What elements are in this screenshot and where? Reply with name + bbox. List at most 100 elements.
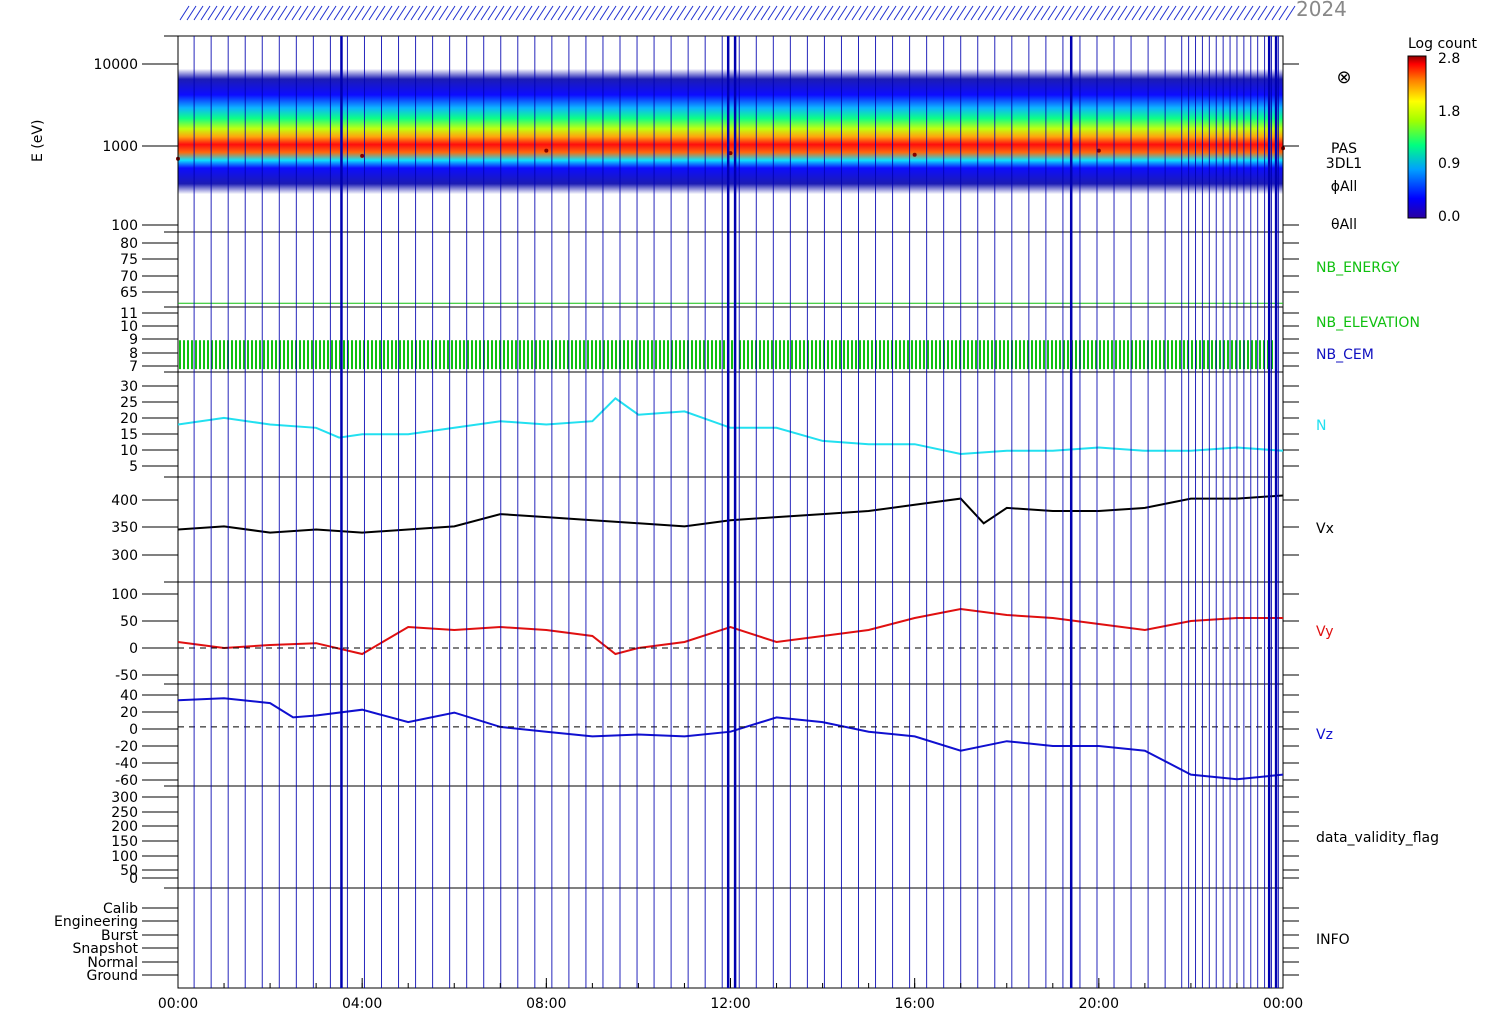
- hatch-stroke: [242, 5, 253, 21]
- hatch-stroke: [466, 5, 477, 21]
- spectrogram-heatmap: [176, 68, 1285, 200]
- hatch-stroke: [767, 5, 778, 21]
- hatch-stroke: [795, 5, 806, 21]
- colorbar-tick-max: 2.8: [1438, 51, 1460, 67]
- hatch-stroke: [788, 5, 799, 21]
- density-line: [178, 396, 1283, 456]
- hatch-stroke: [1124, 5, 1135, 21]
- hatch-stroke: [249, 5, 260, 21]
- hatch-stroke: [1145, 5, 1156, 21]
- hatch-stroke: [816, 5, 827, 21]
- series-label: INFO: [1316, 932, 1350, 948]
- hatch-stroke: [445, 5, 456, 21]
- hatch-stroke: [809, 5, 820, 21]
- hatch-stroke: [529, 5, 540, 21]
- spectrogram-band: [178, 68, 1283, 200]
- spectrogram-side-label: ϕAll: [1331, 179, 1358, 195]
- y-tick-label: 0: [129, 641, 138, 657]
- y-axis-ticks: 1000010001008075706511109873025201510540…: [54, 57, 1299, 984]
- hatch-stroke: [956, 5, 967, 21]
- colorbar-tick-mid: 0.9: [1438, 156, 1460, 172]
- hatch-stroke: [200, 5, 211, 21]
- hatch-stroke: [361, 5, 372, 21]
- hatch-stroke: [970, 5, 981, 21]
- series-label: Vy: [1316, 624, 1334, 640]
- hatch-stroke: [403, 5, 414, 21]
- hatch-stroke: [613, 5, 624, 21]
- hatch-stroke: [235, 5, 246, 21]
- hatch-stroke: [494, 5, 505, 21]
- spectrogram-peak-point: [728, 151, 733, 156]
- hatch-stroke: [1033, 5, 1044, 21]
- hatch-stroke: [851, 5, 862, 21]
- hatch-stroke: [704, 5, 715, 21]
- y-tick-label: 400: [111, 493, 138, 509]
- y-tick-label: 11: [120, 306, 138, 322]
- time-tick-label: 08:00: [526, 996, 566, 1012]
- time-tick-label: 00:00: [158, 996, 198, 1012]
- hatch-stroke: [641, 5, 652, 21]
- time-tick-label: 12:00: [710, 996, 750, 1012]
- hatch-stroke: [508, 5, 519, 21]
- series-label: NB_ENERGY: [1316, 260, 1400, 276]
- hatch-stroke: [977, 5, 988, 21]
- hatch-stroke: [571, 5, 582, 21]
- panel-frame: [177, 231, 1284, 308]
- spectrogram-peak-point: [360, 153, 365, 158]
- vy-line: [178, 607, 1283, 656]
- hatch-stroke: [438, 5, 449, 21]
- hatch-stroke: [1194, 5, 1205, 21]
- series-label: data_validity_flag: [1316, 830, 1439, 846]
- series-label: NB_ELEVATION: [1316, 315, 1420, 331]
- hatch-stroke: [375, 5, 386, 21]
- hatch-stroke: [368, 5, 379, 21]
- hatch-stroke: [718, 5, 729, 21]
- time-tick-label: 20:00: [1079, 996, 1119, 1012]
- hatch-stroke: [382, 5, 393, 21]
- hatch-stroke: [459, 5, 470, 21]
- y-tick-label: 8: [129, 346, 138, 362]
- hatch-stroke: [697, 5, 708, 21]
- hatch-stroke: [935, 5, 946, 21]
- hatch-stroke: [1026, 5, 1037, 21]
- hatch-stroke: [1117, 5, 1128, 21]
- y-tick-label: 100: [111, 587, 138, 603]
- hatch-stroke: [1089, 5, 1100, 21]
- y-tick-label: 7: [129, 359, 138, 375]
- hatch-stroke: [431, 5, 442, 21]
- hatch-stroke: [802, 5, 813, 21]
- hatch-stroke: [907, 5, 918, 21]
- hatch-stroke: [1047, 5, 1058, 21]
- hatch-stroke: [865, 5, 876, 21]
- top-hatch-decoration: [179, 5, 1296, 21]
- y-tick-label: 100: [111, 849, 138, 865]
- hatch-stroke: [396, 5, 407, 21]
- hatch-stroke: [781, 5, 792, 21]
- hatch-stroke: [711, 5, 722, 21]
- time-axis: 00:00 04:00 08:00 12:00 16:00 20:00 00:00: [158, 978, 1303, 1012]
- spectrogram-side-label: 3DL1: [1326, 156, 1362, 172]
- hatch-stroke: [662, 5, 673, 21]
- hatch-stroke: [1236, 5, 1247, 21]
- hatch-stroke: [879, 5, 890, 21]
- y-tick-label: 20: [120, 705, 138, 721]
- y-tick-label: 0: [129, 871, 138, 887]
- panel-frame: [177, 887, 1284, 989]
- series-label: Vz: [1316, 727, 1333, 743]
- y-tick-label: 10: [120, 443, 138, 459]
- y-tick-label: -60: [115, 773, 138, 789]
- hatch-stroke: [550, 5, 561, 21]
- hatch-stroke: [1250, 5, 1261, 21]
- hatch-stroke: [1075, 5, 1086, 21]
- y-tick-label: 0: [129, 722, 138, 738]
- hatch-stroke: [1012, 5, 1023, 21]
- hatch-stroke: [543, 5, 554, 21]
- hatch-stroke: [270, 5, 281, 21]
- hatch-stroke: [725, 5, 736, 21]
- y-tick-label: 80: [120, 236, 138, 252]
- time-tick-label: 00:00: [1263, 996, 1303, 1012]
- hatch-stroke: [858, 5, 869, 21]
- hatch-stroke: [291, 5, 302, 21]
- spectrogram-side-label: θAll: [1331, 217, 1357, 233]
